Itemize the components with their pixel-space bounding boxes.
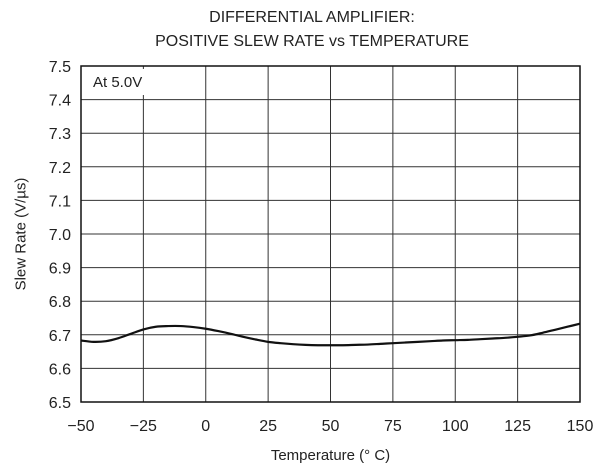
y-tick-label: 6.6 [49, 361, 71, 378]
x-axis-label: Temperature (° C) [271, 447, 390, 464]
x-tick-label: 50 [322, 418, 340, 435]
y-axis-label: Slew Rate (V/µs) [12, 178, 29, 291]
x-tick-label: −50 [67, 418, 94, 435]
chart-title-line-1: DIFFERENTIAL AMPLIFIER: [209, 9, 415, 26]
y-axis-ticks: 6.5 6.6 6.7 6.8 6.9 7.0 7.1 7.2 7.3 7.4 7.5 [49, 59, 71, 412]
x-tick-label: 0 [201, 418, 210, 435]
plot-frame [80, 65, 581, 403]
grid [81, 66, 580, 402]
x-tick-label: 150 [567, 418, 594, 435]
y-tick-label: 7.0 [49, 227, 71, 244]
x-axis-ticks: −50 −25 0 25 50 75 100 125 150 [67, 418, 593, 435]
series-group [80, 322, 581, 347]
y-tick-label: 7.1 [49, 193, 71, 210]
annotation-label: At 5.0V [93, 74, 142, 91]
x-tick-label: 75 [384, 418, 402, 435]
y-tick-label: 7.4 [49, 93, 71, 110]
x-tick-label: −25 [130, 418, 157, 435]
y-tick-label: 7.2 [49, 160, 71, 177]
x-tick-label: 100 [442, 418, 469, 435]
y-tick-label: 7.3 [49, 126, 71, 143]
y-tick-label: 6.7 [49, 328, 71, 345]
x-tick-label: 125 [504, 418, 531, 435]
y-tick-label: 7.5 [49, 59, 71, 76]
y-tick-label: 6.9 [49, 261, 71, 278]
y-tick-label: 6.5 [49, 395, 71, 412]
annotation-box [84, 69, 159, 95]
y-tick-label: 6.8 [49, 294, 71, 311]
chart-title-line-2: POSITIVE SLEW RATE vs TEMPERATURE [155, 33, 469, 50]
x-tick-label: 25 [259, 418, 277, 435]
slew-rate-line [80, 322, 581, 347]
